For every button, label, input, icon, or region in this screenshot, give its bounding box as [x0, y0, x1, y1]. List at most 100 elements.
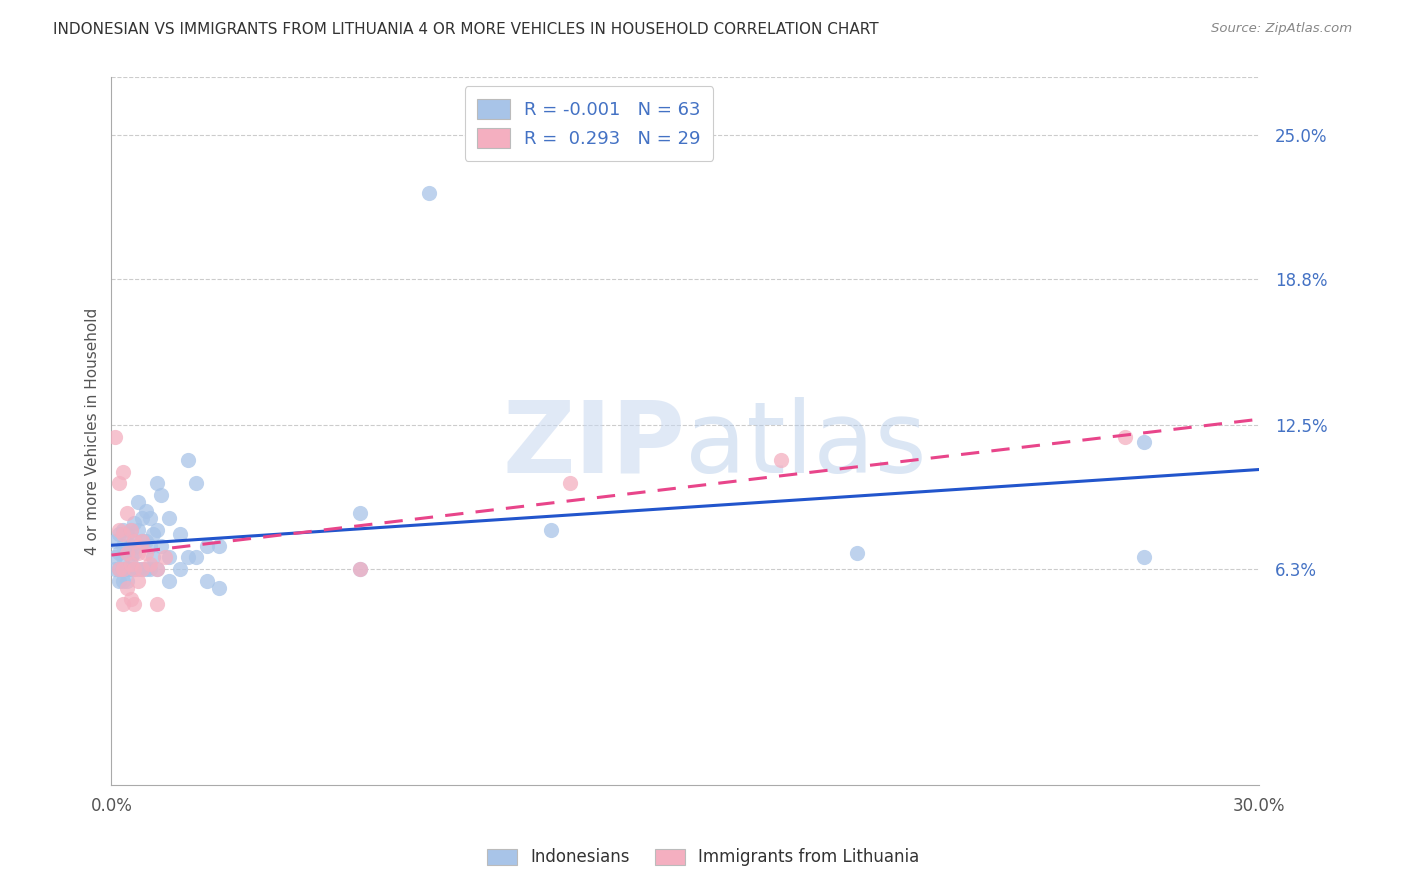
Point	[150, 488, 173, 502]
Point	[207, 581, 229, 595]
Point	[1114, 430, 1136, 444]
Y-axis label: 4 or more Vehicles in Household: 4 or more Vehicles in Household	[86, 308, 100, 555]
Point	[135, 546, 157, 560]
Point	[135, 534, 157, 549]
Point	[560, 476, 582, 491]
Point	[153, 550, 176, 565]
Point	[108, 562, 131, 576]
Text: Source: ZipAtlas.com: Source: ZipAtlas.com	[1212, 22, 1353, 36]
Point	[127, 539, 149, 553]
Point	[108, 527, 131, 541]
Point	[124, 597, 146, 611]
Point	[146, 523, 169, 537]
Point	[195, 539, 218, 553]
Point	[142, 550, 165, 565]
Point	[115, 507, 138, 521]
Point	[138, 562, 160, 576]
Point	[124, 546, 146, 560]
Point	[131, 562, 153, 576]
Legend: R = -0.001   N = 63, R =  0.293   N = 29: R = -0.001 N = 63, R = 0.293 N = 29	[465, 87, 713, 161]
Point	[111, 562, 134, 576]
Point	[127, 562, 149, 576]
Point	[142, 527, 165, 541]
Point	[108, 546, 131, 560]
Point	[111, 562, 134, 576]
Point	[146, 597, 169, 611]
Point	[1133, 550, 1156, 565]
Point	[108, 574, 131, 588]
Point	[124, 516, 146, 530]
Point	[135, 562, 157, 576]
Point	[150, 539, 173, 553]
Point	[146, 562, 169, 576]
Point	[138, 539, 160, 553]
Point	[769, 453, 792, 467]
Text: ZIP: ZIP	[502, 397, 685, 494]
Point	[207, 539, 229, 553]
Point	[169, 527, 191, 541]
Point	[104, 534, 127, 549]
Point	[108, 476, 131, 491]
Point	[115, 527, 138, 541]
Point	[108, 523, 131, 537]
Point	[195, 574, 218, 588]
Point	[138, 511, 160, 525]
Point	[111, 523, 134, 537]
Text: INDONESIAN VS IMMIGRANTS FROM LITHUANIA 4 OR MORE VEHICLES IN HOUSEHOLD CORRELAT: INDONESIAN VS IMMIGRANTS FROM LITHUANIA …	[53, 22, 879, 37]
Point	[157, 574, 180, 588]
Legend: Indonesians, Immigrants from Lithuania: Indonesians, Immigrants from Lithuania	[479, 842, 927, 873]
Point	[120, 523, 142, 537]
Point	[127, 574, 149, 588]
Point	[131, 562, 153, 576]
Point	[146, 476, 169, 491]
Point	[120, 592, 142, 607]
Point	[124, 562, 146, 576]
Point	[138, 558, 160, 572]
Point	[169, 562, 191, 576]
Point	[349, 562, 371, 576]
Point	[115, 546, 138, 560]
Point	[124, 534, 146, 549]
Point	[540, 523, 562, 537]
Point	[127, 495, 149, 509]
Point	[104, 550, 127, 565]
Point	[115, 574, 138, 588]
Point	[131, 534, 153, 549]
Point	[120, 562, 142, 576]
Point	[846, 546, 869, 560]
Point	[115, 541, 138, 556]
Point	[124, 534, 146, 549]
Point	[349, 507, 371, 521]
Point	[104, 562, 127, 576]
Point	[1133, 434, 1156, 449]
Point	[127, 523, 149, 537]
Point	[177, 550, 200, 565]
Point	[157, 550, 180, 565]
Point	[124, 562, 146, 576]
Point	[184, 550, 207, 565]
Point	[120, 558, 142, 572]
Point	[111, 465, 134, 479]
Point	[120, 550, 142, 565]
Point	[111, 550, 134, 565]
Point	[120, 523, 142, 537]
Point	[108, 562, 131, 576]
Point	[111, 574, 134, 588]
Point	[131, 511, 153, 525]
Point	[111, 539, 134, 553]
Point	[177, 453, 200, 467]
Point	[349, 562, 371, 576]
Point	[157, 511, 180, 525]
Point	[146, 562, 169, 576]
Point	[115, 581, 138, 595]
Point	[135, 504, 157, 518]
Point	[111, 597, 134, 611]
Point	[184, 476, 207, 491]
Point	[104, 430, 127, 444]
Point	[127, 546, 149, 560]
Text: atlas: atlas	[685, 397, 927, 494]
Point	[111, 527, 134, 541]
Point	[418, 186, 440, 201]
Point	[115, 562, 138, 576]
Point	[120, 539, 142, 553]
